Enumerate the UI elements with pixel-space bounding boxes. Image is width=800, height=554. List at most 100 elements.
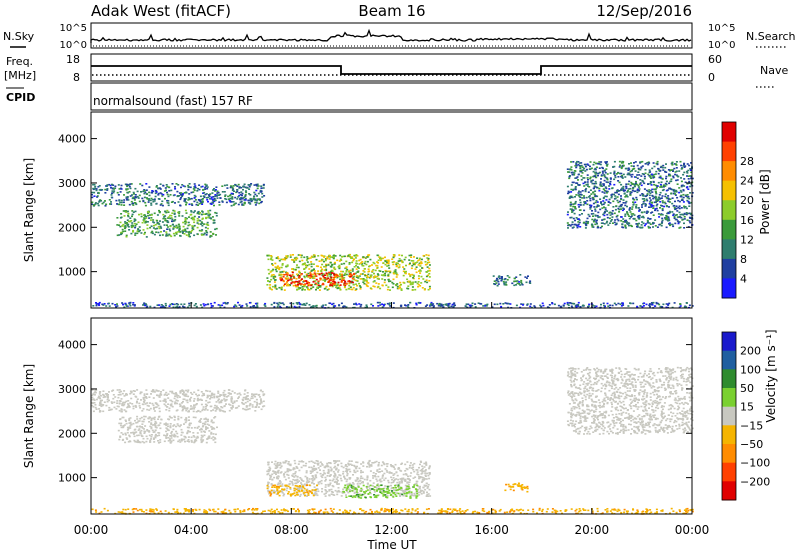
cell [309, 271, 312, 274]
cell [447, 303, 450, 305]
cell [338, 266, 341, 268]
cell [110, 194, 113, 196]
cell [293, 257, 296, 259]
cell [170, 201, 173, 203]
cell [289, 302, 292, 305]
cell [178, 228, 181, 230]
cell [274, 471, 277, 474]
cell [577, 161, 580, 163]
cell [574, 196, 576, 198]
cell [376, 275, 379, 278]
cell [665, 180, 668, 183]
cell [675, 167, 678, 169]
cell [620, 205, 623, 208]
cell [574, 188, 577, 191]
cell [302, 490, 305, 492]
cell [127, 215, 130, 218]
cell [179, 390, 182, 393]
cell [363, 493, 366, 496]
cell [202, 213, 205, 215]
cell [574, 202, 577, 205]
cell [594, 190, 597, 192]
cell [179, 441, 182, 443]
cell [179, 424, 182, 426]
cell [633, 214, 636, 216]
cell [91, 196, 94, 199]
cell [201, 222, 204, 225]
cell [469, 304, 472, 307]
cell [516, 282, 519, 285]
cell [143, 189, 146, 191]
cell [600, 202, 603, 205]
cell [343, 305, 346, 308]
cell [317, 481, 320, 484]
cell [595, 176, 598, 179]
cell [593, 161, 596, 164]
cell [188, 193, 191, 195]
cell [404, 256, 407, 259]
cell [308, 289, 311, 291]
cell [260, 408, 263, 411]
cell [315, 283, 318, 286]
cell [362, 270, 365, 272]
cell [313, 275, 316, 278]
cell [266, 254, 269, 257]
cell [575, 224, 578, 227]
cell [224, 194, 227, 196]
cell [690, 162, 692, 164]
cell [343, 283, 345, 285]
cell [188, 203, 191, 206]
cell [579, 204, 582, 206]
cell [189, 400, 192, 402]
cell [245, 397, 248, 400]
cell [168, 190, 171, 192]
cell [625, 183, 628, 185]
cell [175, 303, 178, 305]
cell [148, 194, 151, 197]
cell [94, 203, 97, 205]
cell [383, 463, 386, 466]
cell [600, 222, 603, 224]
cell [136, 418, 139, 420]
cell [426, 257, 429, 259]
cell [376, 266, 379, 269]
cell [622, 189, 625, 191]
cell [368, 466, 371, 468]
cell [169, 303, 172, 306]
cell [250, 200, 253, 203]
cell [686, 175, 688, 177]
cell [94, 404, 97, 406]
cell [368, 265, 370, 268]
cell [578, 165, 581, 167]
cell [295, 259, 298, 261]
cell [408, 254, 411, 257]
cell [687, 188, 690, 190]
cell [320, 305, 323, 308]
cell [320, 270, 323, 273]
cell [614, 195, 617, 197]
cell [98, 189, 101, 191]
cell [587, 178, 589, 181]
cell [401, 254, 403, 257]
cell [298, 305, 301, 308]
cell [294, 268, 297, 271]
cell [162, 389, 165, 391]
cell [591, 179, 594, 182]
cell [616, 189, 619, 191]
cell [593, 219, 596, 222]
cell [683, 222, 685, 225]
cpid-label: CPID [6, 91, 35, 104]
cell [567, 304, 570, 307]
cell [167, 211, 170, 213]
cell [379, 287, 382, 290]
cell [166, 209, 169, 212]
cell [355, 254, 358, 256]
cell [285, 271, 288, 274]
cell [213, 393, 216, 396]
cell [206, 186, 209, 188]
cell [412, 260, 415, 262]
cell [678, 200, 681, 203]
cell [177, 394, 180, 397]
cell [594, 174, 597, 176]
cell [340, 495, 343, 497]
